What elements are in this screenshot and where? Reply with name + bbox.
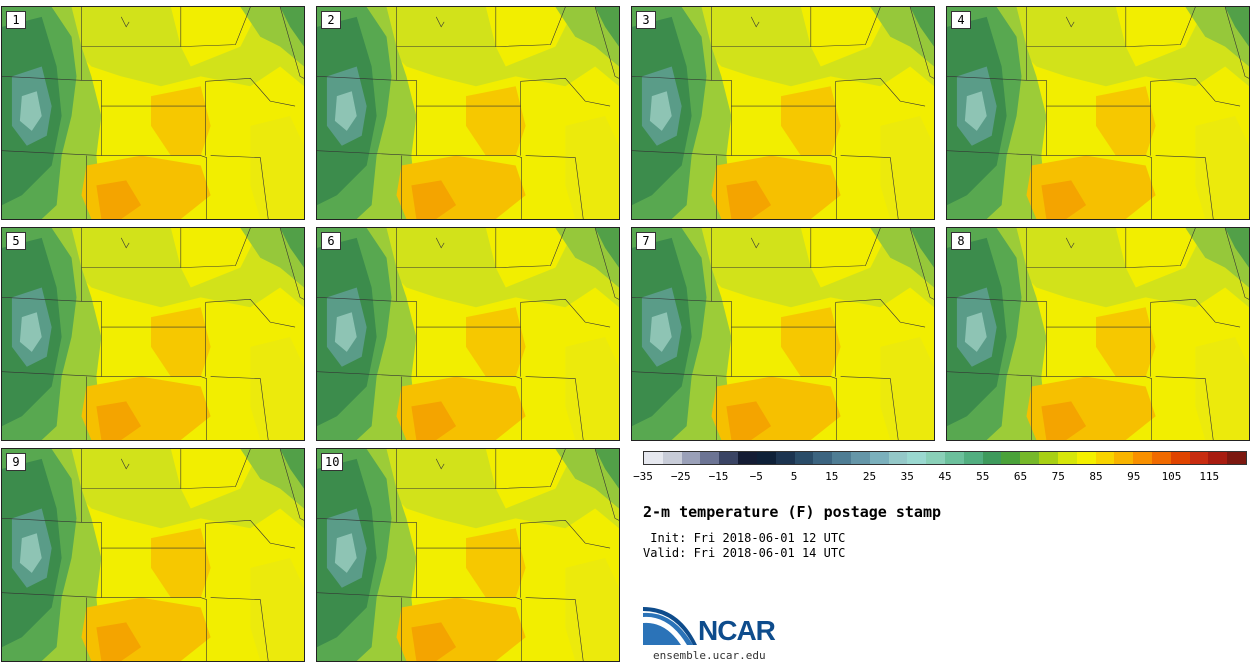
colorbar-ticks: −35 −25 −15 −5 5 15 25 35 45 55 65 75 85 95 105 115 bbox=[633, 470, 1247, 484]
colorbar-swatch bbox=[850, 452, 870, 464]
colorbar-swatch bbox=[1133, 452, 1152, 464]
member-panel-6: 6 bbox=[316, 227, 620, 441]
colorbar-swatch bbox=[982, 452, 1002, 464]
colorbar-tick-label: 115 bbox=[1199, 470, 1220, 483]
colorbar-swatch bbox=[1057, 452, 1077, 464]
colorbar-swatch bbox=[1001, 452, 1021, 464]
ncar-logo-text: NCAR bbox=[698, 615, 776, 646]
panel-label: 4 bbox=[951, 11, 971, 29]
valid-time: Valid: Fri 2018-06-01 14 UTC bbox=[643, 546, 846, 560]
member-panel-2: 2 bbox=[316, 6, 620, 220]
colorbar-tick-label: 75 bbox=[1051, 470, 1065, 483]
panel-label: 2 bbox=[321, 11, 341, 29]
colorbar-swatch bbox=[756, 452, 776, 464]
colorbar-swatch bbox=[719, 452, 739, 464]
ncar-url: ensemble.ucar.edu bbox=[653, 649, 766, 662]
colorbar-tick-label: 85 bbox=[1089, 470, 1103, 483]
colorbar-swatch bbox=[700, 452, 720, 464]
colorbar-tick-label: 45 bbox=[938, 470, 952, 483]
colorbar-swatch bbox=[1189, 452, 1209, 464]
colorbar-swatch bbox=[1227, 452, 1246, 464]
colorbar-swatch bbox=[1095, 452, 1115, 464]
member-panel-3: 3 bbox=[631, 6, 935, 220]
colorbar-tick-label: −15 bbox=[708, 470, 729, 483]
panel-label: 7 bbox=[636, 232, 656, 250]
ncar-logo bbox=[643, 607, 697, 645]
colorbar-swatch bbox=[1151, 452, 1171, 464]
panel-label: 10 bbox=[321, 453, 344, 471]
colorbar-tick-label: −25 bbox=[670, 470, 691, 483]
colorbar-swatch bbox=[813, 452, 833, 464]
colorbar-swatch bbox=[775, 452, 795, 464]
member-panel-10: 10 bbox=[316, 448, 620, 662]
colorbar-swatch bbox=[907, 452, 927, 464]
colorbar-swatch bbox=[832, 452, 851, 464]
init-time: Init: Fri 2018-06-01 12 UTC bbox=[643, 531, 846, 545]
member-panel-9: 9 bbox=[1, 448, 305, 662]
panel-label: 8 bbox=[951, 232, 971, 250]
colorbar-swatch bbox=[1114, 452, 1134, 464]
colorbar-tick-label: −35 bbox=[633, 470, 653, 483]
member-panel-8: 8 bbox=[946, 227, 1250, 441]
plot-title: 2-m temperature (F) postage stamp bbox=[643, 503, 942, 521]
colorbar-tick-label: 5 bbox=[790, 470, 798, 483]
panel-label: 3 bbox=[636, 11, 656, 29]
colorbar-swatch bbox=[1170, 452, 1190, 464]
colorbar-swatch bbox=[738, 452, 757, 464]
colorbar-swatch bbox=[926, 452, 945, 464]
colorbar-tick-label: 95 bbox=[1127, 470, 1141, 483]
member-panel-4: 4 bbox=[946, 6, 1250, 220]
member-panel-1: 1 bbox=[1, 6, 305, 220]
colorbar-swatch bbox=[963, 452, 983, 464]
colorbar-tick-label: 15 bbox=[825, 470, 839, 483]
colorbar-swatch bbox=[1039, 452, 1058, 464]
colorbar-swatch bbox=[1020, 452, 1040, 464]
panel-label: 9 bbox=[6, 453, 26, 471]
colorbar-tick-label: 25 bbox=[862, 470, 877, 483]
colorbar-tick-label: −5 bbox=[749, 470, 763, 483]
panel-label: 5 bbox=[6, 232, 26, 250]
member-panel-5: 5 bbox=[1, 227, 305, 441]
colorbar-swatch bbox=[662, 452, 682, 464]
colorbar-swatch bbox=[1208, 452, 1228, 464]
colorbar-swatch bbox=[869, 452, 889, 464]
member-panel-7: 7 bbox=[631, 227, 935, 441]
colorbar-swatch bbox=[644, 452, 663, 464]
colorbar-tick-label: 65 bbox=[1013, 470, 1028, 483]
panel-label: 1 bbox=[6, 11, 26, 29]
colorbar-tick-label: 55 bbox=[976, 470, 990, 483]
temperature-colorbar bbox=[643, 451, 1247, 465]
colorbar-tick-label: 35 bbox=[900, 470, 914, 483]
colorbar-swatch bbox=[945, 452, 964, 464]
panel-label: 6 bbox=[321, 232, 341, 250]
colorbar-tick-label: 105 bbox=[1161, 470, 1182, 483]
colorbar-swatch bbox=[1076, 452, 1096, 464]
colorbar-swatch bbox=[794, 452, 814, 464]
colorbar-swatch bbox=[681, 452, 701, 464]
colorbar-swatch bbox=[888, 452, 908, 464]
